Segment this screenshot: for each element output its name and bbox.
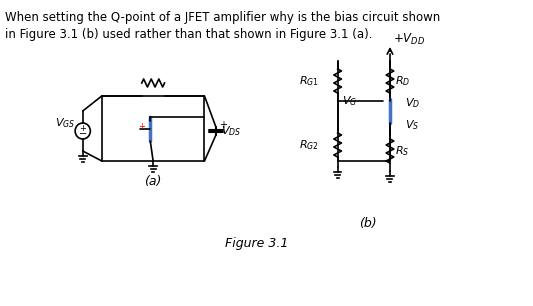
Text: $R_{G1}$: $R_{G1}$ xyxy=(298,74,319,88)
Text: (b): (b) xyxy=(359,218,377,230)
Text: Figure 3.1: Figure 3.1 xyxy=(225,237,288,251)
Text: $R_S$: $R_S$ xyxy=(395,144,409,158)
Text: $+V_{DD}$: $+V_{DD}$ xyxy=(393,32,425,47)
Text: +: + xyxy=(219,120,227,130)
Text: When setting the Q-point of a JFET amplifier why is the bias circuit shown
in Fi: When setting the Q-point of a JFET ampli… xyxy=(5,11,440,41)
Text: $V_S$: $V_S$ xyxy=(405,118,419,132)
Text: (a): (a) xyxy=(144,174,162,188)
Text: $V_D$: $V_D$ xyxy=(405,96,421,110)
Text: $R_{G2}$: $R_{G2}$ xyxy=(298,138,319,152)
Text: $V_G$: $V_G$ xyxy=(342,94,358,108)
Text: +: + xyxy=(138,121,145,130)
Text: −: − xyxy=(79,129,87,139)
Text: $V_{DS}$: $V_{DS}$ xyxy=(221,124,241,138)
Text: $V_{GS}$: $V_{GS}$ xyxy=(55,116,75,130)
Text: $R_D$: $R_D$ xyxy=(395,74,410,88)
Text: +: + xyxy=(79,124,86,132)
